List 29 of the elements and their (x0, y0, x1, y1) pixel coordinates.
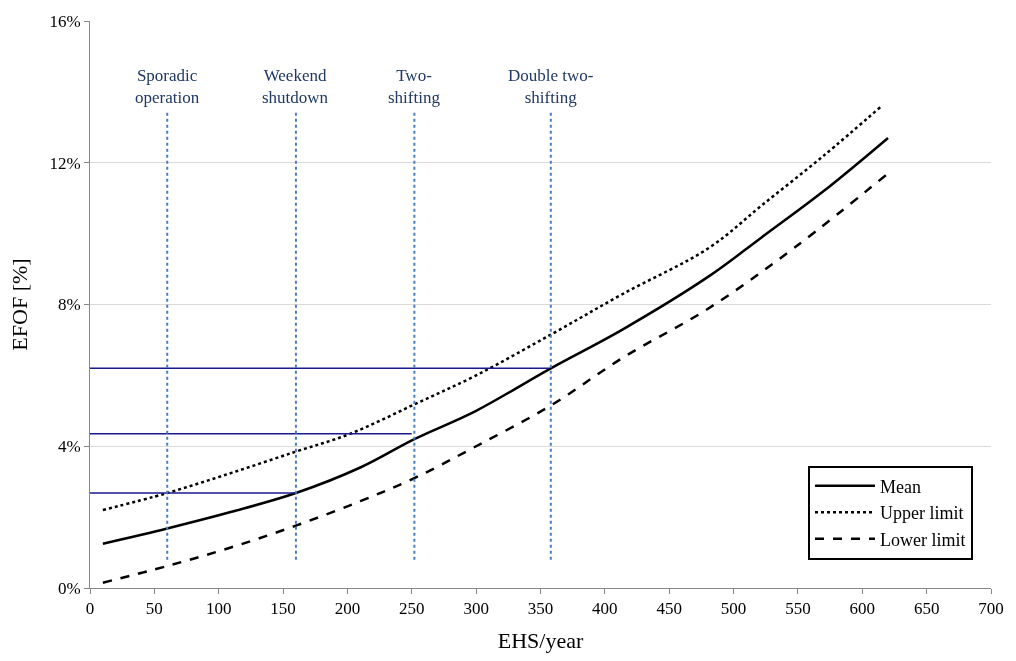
x-tick-label: 50 (145, 599, 163, 619)
y-tick-label: 8% (57, 295, 81, 315)
legend-label: Mean (879, 476, 921, 497)
ref-line-label: Two- shifting (388, 66, 441, 108)
x-tick-label: 450 (656, 599, 682, 619)
ref-line-label: Weekend shutdown (262, 66, 329, 108)
ref-line-label: Sporadic operation (135, 66, 200, 108)
x-tick-label: 150 (270, 599, 296, 619)
ref-line-label: Double two- shifting (508, 66, 594, 108)
x-tick-label: 400 (592, 599, 618, 619)
x-tick-label: 500 (720, 599, 747, 619)
y-axis-title: EFOF [%] (7, 258, 33, 351)
y-tick-label: 4% (57, 437, 81, 457)
x-tick-label: 100 (205, 599, 232, 619)
x-tick-label: 600 (849, 599, 876, 619)
x-tick-label: 550 (785, 599, 811, 619)
x-tick-label: 650 (913, 599, 940, 619)
legend-label: Lower limit (879, 529, 966, 550)
y-tick-label: 16% (49, 11, 81, 31)
legend-label: Upper limit (879, 503, 964, 524)
y-tick-label: 0% (57, 578, 81, 598)
x-tick-label: 250 (399, 599, 425, 619)
x-tick-label: 0 (85, 599, 95, 619)
y-tick-label: 12% (49, 153, 81, 173)
x-tick-label: 350 (527, 599, 554, 619)
x-tick-label: 300 (463, 599, 489, 619)
x-tick-label: 200 (334, 599, 361, 619)
x-axis-title: EHS/year (497, 628, 584, 654)
x-tick-label: 700 (978, 599, 1004, 619)
